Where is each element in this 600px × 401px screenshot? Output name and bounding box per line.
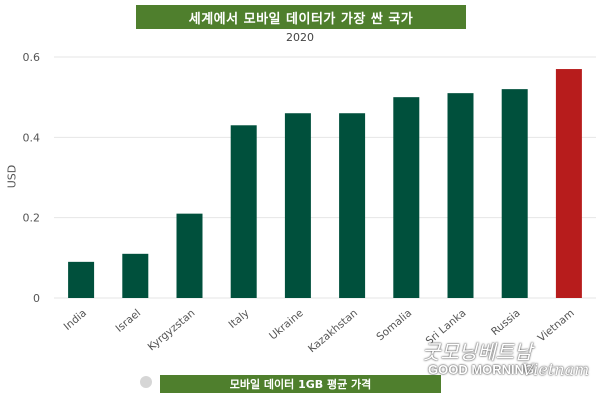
bar-israel[interactable] [122,253,149,298]
bar-sri-lanka[interactable] [447,93,474,299]
chart-subtitle: 2020 [286,31,314,44]
x-tick-label: Kyrgyzstan [146,307,198,353]
legend-label[interactable]: 모바일 데이터 1GB 평균 가격 [160,375,441,393]
x-tick-label: Russia [489,307,523,338]
y-tick-label: 0 [33,292,40,305]
watermark-script: 굿모닝베트남 [422,340,533,364]
bar-ukraine[interactable] [284,113,311,298]
x-tick-label: Italy [226,307,251,331]
bars [68,69,582,299]
bar-russia[interactable] [501,89,528,298]
chart-title: 세계에서 모바일 데이터가 가장 싼 국가 [136,5,466,29]
bar-somalia[interactable] [393,97,420,299]
bar-kyrgyzstan[interactable] [176,213,203,298]
x-tick-label: Somalia [374,307,414,343]
x-tick-label: Kazakhstan [306,307,360,355]
bar-vietnam[interactable] [555,69,582,298]
bar-italy[interactable] [230,125,257,299]
x-tick-label: India [62,307,89,333]
watermark-sub: Vietnam [522,360,590,379]
bar-kazakhstan[interactable] [339,113,366,298]
bar-india[interactable] [68,261,95,298]
x-tick-label: Ukraine [267,307,306,342]
y-tick-label: 0.4 [23,131,41,144]
y-tick-label: 0.6 [23,51,41,64]
x-tick-label: Israel [114,307,144,335]
watermark-main: GOOD MORNING [428,362,535,377]
legend-marker[interactable] [140,376,152,388]
watermark-logo: 굿모닝베트남 GOOD MORNING Vietnam [418,336,590,386]
y-tick-label: 0.2 [23,212,41,225]
y-axis-ticks: 0 0.2 0.4 0.6 [23,51,41,305]
